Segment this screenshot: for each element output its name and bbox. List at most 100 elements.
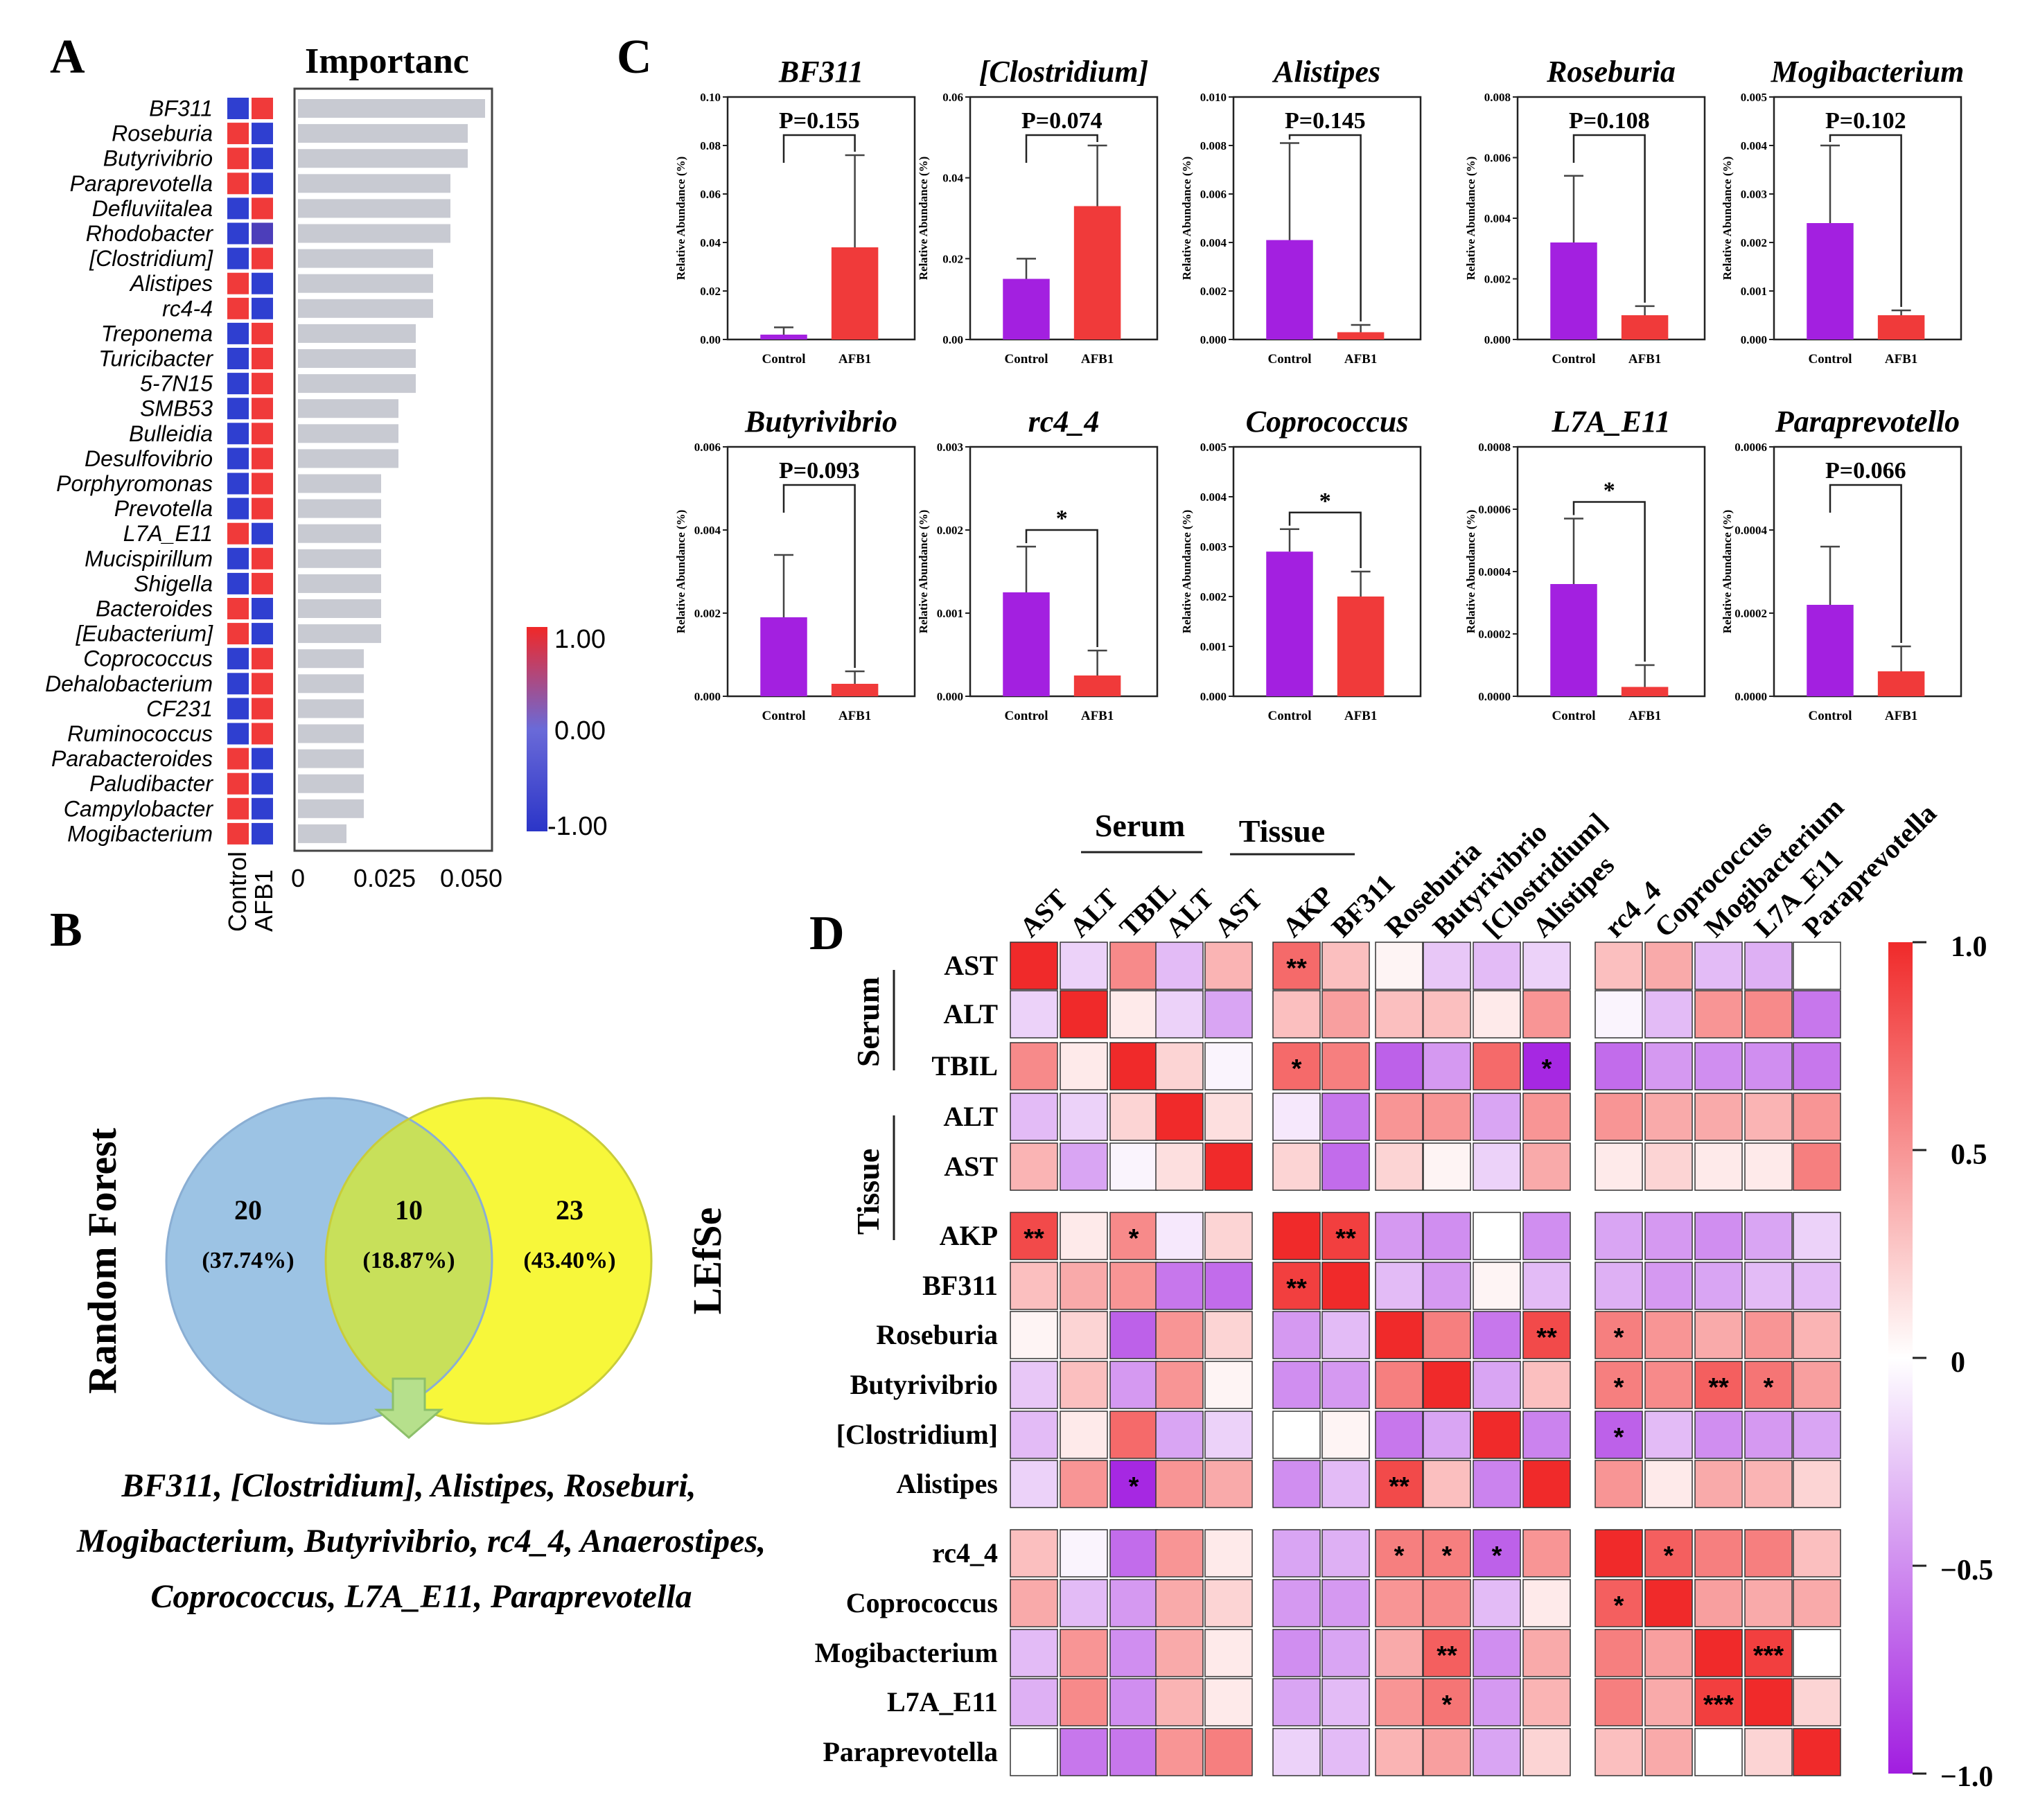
row-label-paraprevotella: Paraprevotella [823,1736,998,1767]
panel-label-a: A [50,30,85,84]
venn-label-lefse: LEfSe [685,1208,730,1315]
cell-ast-ast [1204,1142,1253,1191]
y-tick-label: 0.000 [937,690,963,703]
significance-star: ** [1389,1472,1409,1501]
cell-bf311-alt [1155,1262,1204,1310]
subchart-title: [Clostridium] [979,55,1149,89]
group-heatmap [226,96,274,846]
y-tick-label: 0.0000 [1478,690,1511,703]
venn-outline-right [324,1097,653,1425]
cell-akp-clostridium [1473,1212,1521,1260]
y-tick-label: 0.002 [1200,285,1227,298]
row-label-l7a-e11: L7A_E11 [887,1686,998,1717]
cell-butyrivibrio-alistipes [1522,1361,1571,1409]
significance-star: ** [1536,1323,1557,1352]
heat-cell-afb1-coprococcus [250,646,274,671]
cell-bf311-tbil [1109,1262,1158,1310]
top-group-tissue: Tissue [1239,813,1325,849]
cell-paraprevotella-alt [1155,1728,1204,1776]
y-tick-label: 0.006 [694,441,721,454]
cell-paraprevotella-coprococcus [1644,1728,1693,1776]
cell-mogibacterium-mogibacterium [1694,1629,1743,1677]
cell-bf311-bf311 [1321,1262,1370,1310]
importance-bar-eubacterium [298,624,381,644]
heat-cell-control-turicibacter [226,346,250,371]
cell-ast-alt [1060,942,1108,990]
bar-control [1003,592,1050,696]
cell-clostridium-coprococcus [1644,1411,1693,1459]
cell-alistipes-ast [1010,1460,1058,1508]
subchart-frame [726,445,916,698]
bar-afb1 [1073,675,1121,696]
significance-annotation: * [1319,488,1331,514]
bar-afb1 [831,247,879,339]
cell-akp-rc4-4 [1595,1212,1643,1260]
importance-bar-mucispirillum [298,549,381,568]
cell-tbil-ast [1010,1042,1058,1090]
significance-star: * [1614,1323,1624,1352]
cell-ast-clostridium [1473,1142,1521,1191]
colorbar-d-max: 1.0 [1951,931,1987,963]
cell-paraprevotella-ast [1010,1728,1058,1776]
genus-label-bacteroides: Bacteroides [96,597,213,621]
heat-cell-afb1-paraprevotella [250,171,274,196]
y-tick-label: 0.004 [1200,491,1227,504]
y-axis-label: Relative Abundance (%) [917,157,930,281]
bar-afb1 [1877,671,1925,696]
cell-coprococcus-mogibacterium [1694,1579,1743,1627]
y-tick-label: 0.00 [700,333,721,346]
cell-ast-alistipes [1522,942,1571,990]
heat-cell-afb1-mucispirillum [250,546,274,571]
cell-alt-ast [1204,990,1253,1039]
cell-rc4-4-bf311 [1321,1529,1370,1578]
heat-cell-control-paludibacter [226,771,250,796]
significance-bracket [1572,501,1646,662]
cell-coprococcus-paraprevotella [1793,1579,1841,1627]
cell-bf311-mogibacterium [1694,1262,1743,1310]
importance-bar-paraprevotella [298,174,450,193]
cell-l7a-e11-alt [1155,1678,1204,1726]
y-tick-label: 0.0008 [1478,441,1511,454]
cell-alt-rc4-4 [1595,990,1643,1039]
cell-rc4-4-akp [1272,1529,1321,1578]
genus-label-roseburia: Roseburia [112,121,213,146]
cell-alt-alistipes [1522,1093,1571,1141]
x-tick-label-control: Control [762,709,806,723]
cell-alistipes-alt [1155,1460,1204,1508]
significance-annotation: P=0.145 [1285,108,1366,134]
cell-mogibacterium-akp [1272,1629,1321,1677]
genus-label-treponema: Treponema [101,321,213,346]
y-tick-label: 0.004 [1200,236,1227,249]
x-tick-label-control: Control [1809,352,1852,366]
significance-star: * [1492,1541,1502,1571]
subchart-roseburia: Roseburia 0.000 0.002 0.004 0.006 0.008 Relati… [1464,55,1706,366]
significance-annotation: * [1056,506,1068,531]
x-tick-label-afb1: AFB1 [1344,352,1378,366]
importance-bar-ruminococcus [298,724,364,743]
cell-mogibacterium-roseburia [1375,1629,1423,1677]
importance-x-tick-2: 0.050 [440,864,502,892]
heat-cell-afb1-eubacterium [250,621,274,646]
importance-bar-parabacteroides [298,749,364,768]
cell-rc4-4-l7a-e11 [1744,1529,1793,1578]
importance-bar-l7a-e11 [298,524,381,543]
cell-bf311-akp [1272,1262,1321,1310]
cell-akp-ast [1204,1212,1253,1260]
y-tick-label: 0.02 [942,252,963,265]
venn-right-pct: (43.40%) [523,1248,615,1273]
genus-label-prevotella: Prevotella [114,496,213,521]
significance-annotation: * [1604,478,1615,504]
cell-butyrivibrio-bf311 [1321,1361,1370,1409]
significance-annotation: P=0.108 [1569,108,1650,134]
cell-tbil-rc4-4 [1595,1042,1643,1090]
heat-cell-control-roseburia [226,121,250,146]
subchart-title: Alistipes [1272,55,1380,89]
cell-coprococcus-ast [1204,1579,1253,1627]
cell-alt-alt [1155,990,1204,1039]
column-label-control: Control [223,851,252,932]
importance-bars [298,99,485,843]
cell-alistipes-paraprevotella [1793,1460,1841,1508]
colorbar-d-min: −1.0 [1940,1761,1993,1793]
row-label-tbil: TBIL [931,1050,998,1081]
venn-label-random-forest: Random Forest [80,1127,125,1394]
